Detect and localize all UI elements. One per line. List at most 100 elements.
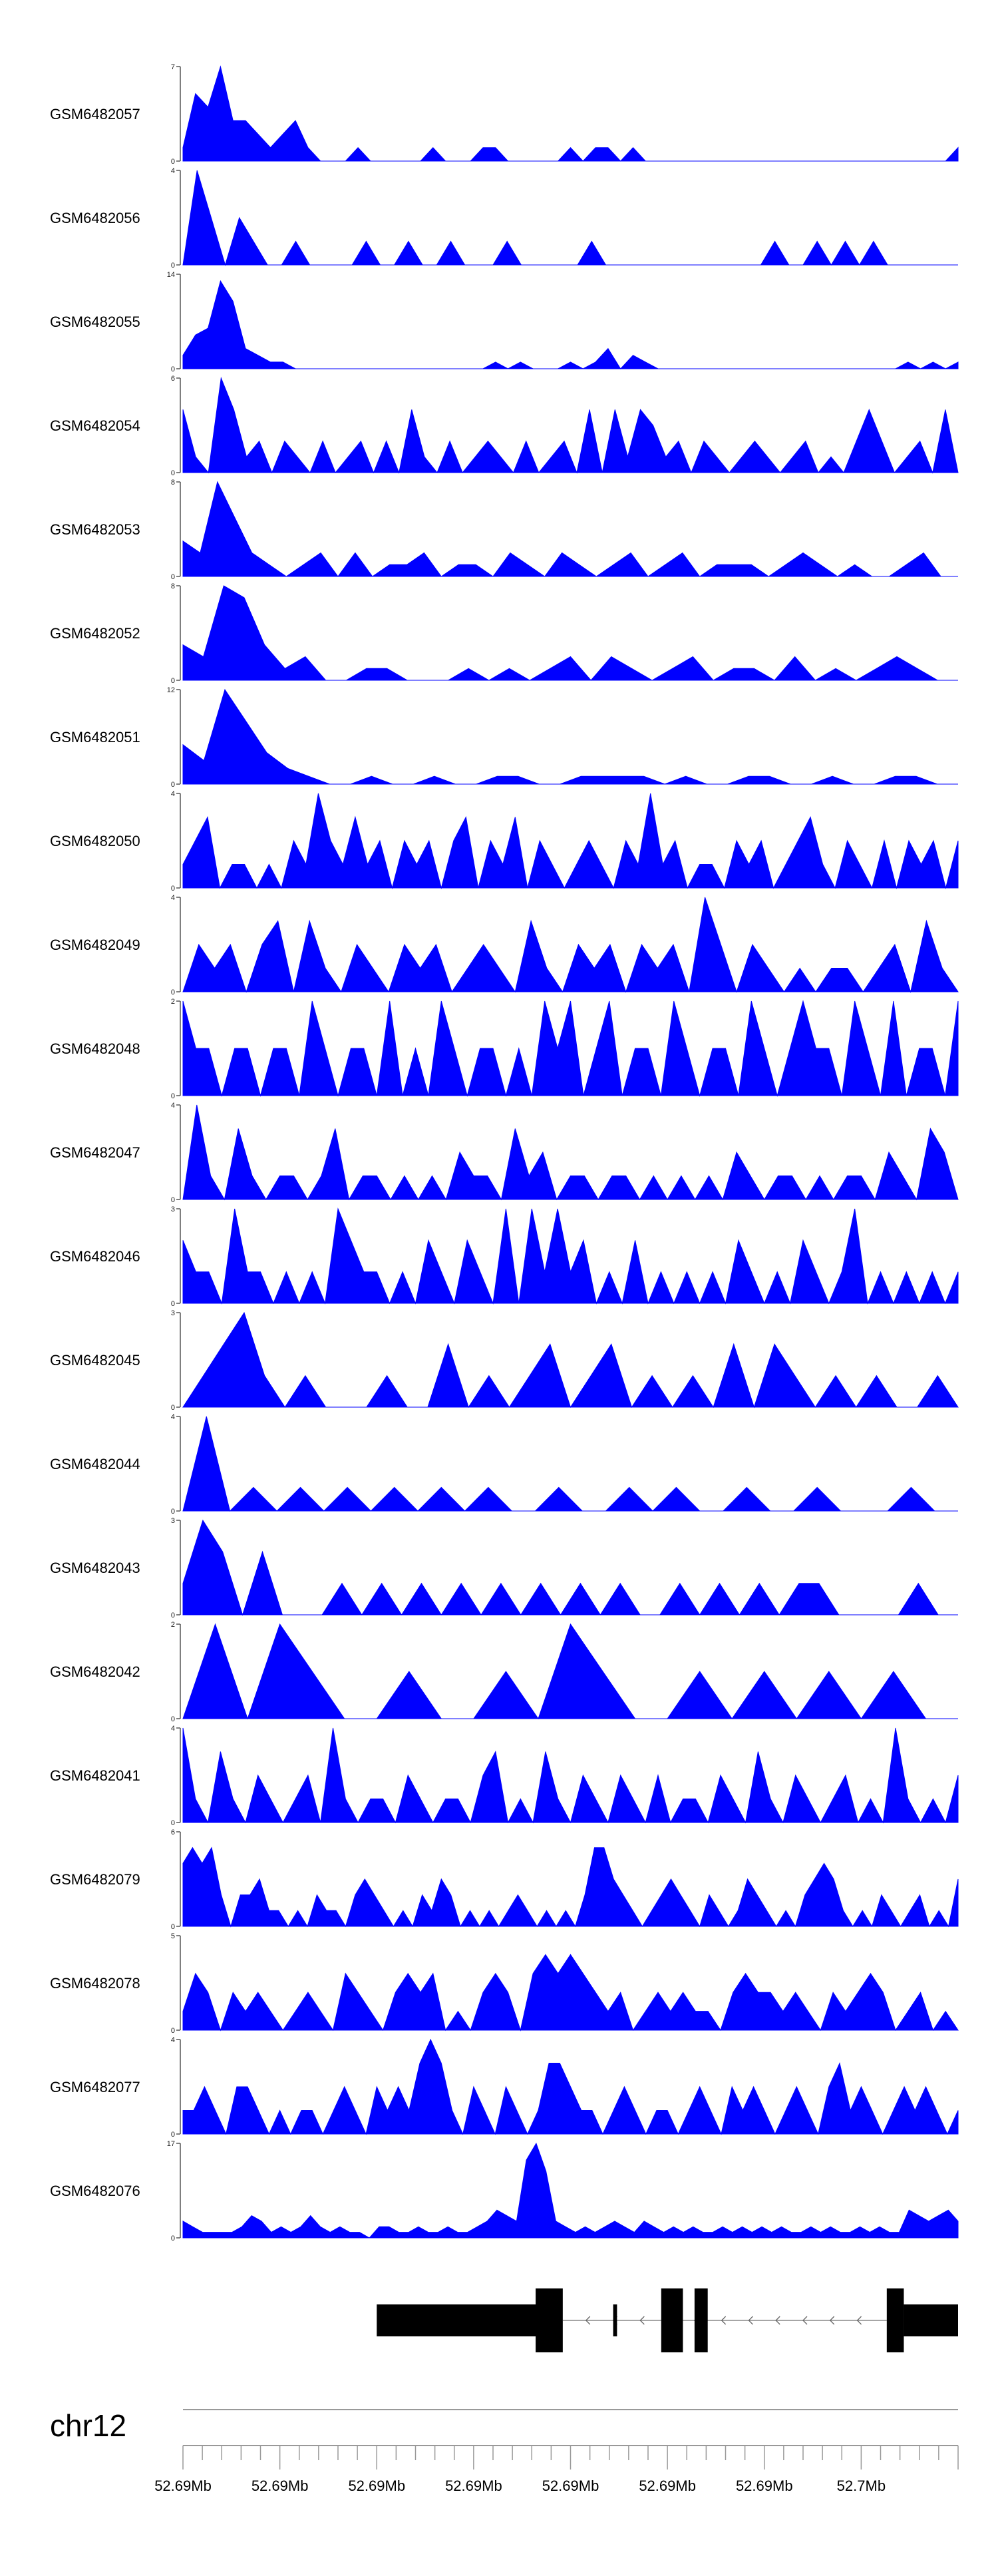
y-tick-label-zero: 0 bbox=[171, 158, 175, 166]
y-tick-label-max: 4 bbox=[171, 790, 175, 798]
utr-exon bbox=[613, 2304, 617, 2336]
coverage-area bbox=[182, 377, 959, 474]
coverage-area bbox=[182, 280, 959, 369]
y-tick-label-zero: 0 bbox=[171, 262, 175, 270]
strand-arrow bbox=[639, 2316, 645, 2325]
gene-model-track bbox=[377, 2288, 958, 2352]
track-label: GSM6482076 bbox=[50, 2183, 140, 2199]
track-GSM6482057: GSM6482057 7 0 bbox=[50, 63, 959, 166]
track-GSM6482052: GSM6482052 8 0 bbox=[50, 582, 958, 685]
utr-exon bbox=[377, 2304, 544, 2336]
y-tick-label-zero: 0 bbox=[171, 2131, 175, 2139]
axis-tick-label: 52.69Mb bbox=[154, 2477, 212, 2494]
track-label: GSM6482044 bbox=[50, 1456, 140, 1472]
y-tick-label-max: 3 bbox=[171, 1205, 175, 1213]
coverage-area bbox=[182, 585, 958, 681]
y-tick-label-max: 17 bbox=[167, 2140, 175, 2148]
coverage-area bbox=[182, 688, 958, 785]
track-GSM6482047: GSM6482047 4 0 bbox=[50, 1102, 959, 1204]
track-GSM6482053: GSM6482053 8 0 bbox=[50, 479, 958, 581]
coverage-area bbox=[182, 2038, 959, 2135]
track-label: GSM6482046 bbox=[50, 1248, 140, 1265]
y-tick-label-max: 8 bbox=[171, 582, 175, 590]
track-label: GSM6482047 bbox=[50, 1144, 140, 1161]
track-label: GSM6482056 bbox=[50, 210, 140, 226]
track-GSM6482044: GSM6482044 4 0 bbox=[50, 1413, 958, 1516]
track-GSM6482078: GSM6482078 5 0 bbox=[50, 1932, 959, 2035]
strand-arrow bbox=[856, 2316, 862, 2325]
coverage-area bbox=[182, 1207, 959, 1305]
y-tick-label-zero: 0 bbox=[171, 365, 175, 373]
track-GSM6482042: GSM6482042 2 0 bbox=[50, 1621, 958, 1723]
coverage-area bbox=[182, 1846, 959, 1928]
y-tick-label-zero: 0 bbox=[171, 2027, 175, 2035]
genome-axis: chr12 52.69Mb 52.69Mb 52.69Mb 52.69Mb 52.69Mb… bbox=[50, 2408, 959, 2494]
track-GSM6482051: GSM6482051 12 0 bbox=[50, 686, 958, 789]
y-tick-label-zero: 0 bbox=[171, 469, 175, 477]
track-label: GSM6482057 bbox=[50, 106, 140, 122]
track-label: GSM6482055 bbox=[50, 314, 140, 330]
y-tick-label-max: 3 bbox=[171, 1309, 175, 1317]
y-tick-label-max: 12 bbox=[167, 686, 175, 694]
coding-exon bbox=[536, 2288, 563, 2352]
coverage-area bbox=[182, 1954, 959, 2032]
y-tick-label-zero: 0 bbox=[171, 1819, 175, 1827]
utr-exon bbox=[904, 2304, 958, 2336]
track-GSM6482056: GSM6482056 4 0 bbox=[50, 167, 958, 270]
y-tick-label-zero: 0 bbox=[171, 885, 175, 893]
coverage-area bbox=[182, 793, 959, 889]
axis-tick-label: 52.69Mb bbox=[348, 2477, 405, 2494]
y-tick-label-max: 2 bbox=[171, 998, 175, 1006]
y-tick-label-zero: 0 bbox=[171, 1092, 175, 1100]
strand-arrow bbox=[585, 2316, 591, 2325]
track-GSM6482049: GSM6482049 4 0 bbox=[50, 894, 959, 996]
axis-tick-label: 52.69Mb bbox=[639, 2477, 696, 2494]
y-tick-label-zero: 0 bbox=[171, 1404, 175, 1412]
coverage-area bbox=[182, 1311, 959, 1408]
track-label: GSM6482045 bbox=[50, 1352, 140, 1369]
y-tick-label-max: 2 bbox=[171, 1621, 175, 1629]
track-GSM6482055: GSM6482055 14 0 bbox=[50, 271, 959, 373]
y-tick-label-max: 6 bbox=[171, 1828, 175, 1836]
track-GSM6482077: GSM6482077 4 0 bbox=[50, 2036, 959, 2139]
coverage-area bbox=[182, 65, 959, 162]
y-tick-label-zero: 0 bbox=[171, 1715, 175, 1723]
track-label: GSM6482077 bbox=[50, 2079, 140, 2095]
coding-exon bbox=[694, 2288, 708, 2352]
y-tick-label-max: 4 bbox=[171, 2036, 175, 2044]
y-tick-label-max: 4 bbox=[171, 1725, 175, 1733]
coverage-area bbox=[182, 1000, 959, 1097]
coverage-area bbox=[182, 170, 958, 266]
strand-arrow bbox=[829, 2316, 835, 2325]
y-tick-label-zero: 0 bbox=[171, 1923, 175, 1931]
track-label: GSM6482048 bbox=[50, 1040, 140, 1057]
y-tick-label-max: 5 bbox=[171, 1932, 175, 1940]
track-GSM6482046: GSM6482046 3 0 bbox=[50, 1205, 959, 1308]
y-tick-label-zero: 0 bbox=[171, 1611, 175, 1619]
y-tick-label-zero: 0 bbox=[171, 1300, 175, 1308]
track-label: GSM6482054 bbox=[50, 417, 140, 434]
strand-arrow bbox=[775, 2316, 780, 2325]
y-tick-label-max: 3 bbox=[171, 1517, 175, 1525]
y-tick-label-zero: 0 bbox=[171, 2235, 175, 2243]
y-tick-label-max: 14 bbox=[167, 271, 175, 279]
track-label: GSM6482051 bbox=[50, 729, 140, 746]
y-tick-label-max: 4 bbox=[171, 167, 175, 175]
track-GSM6482048: GSM6482048 2 0 bbox=[50, 998, 959, 1100]
strand-arrow bbox=[748, 2316, 753, 2325]
coverage-area bbox=[182, 1727, 959, 1824]
axis-tick-label: 52.69Mb bbox=[251, 2477, 309, 2494]
y-tick-label-zero: 0 bbox=[171, 1196, 175, 1204]
track-label: GSM6482053 bbox=[50, 521, 140, 538]
coverage-area bbox=[182, 481, 958, 577]
y-tick-label-zero: 0 bbox=[171, 988, 175, 996]
track-GSM6482054: GSM6482054 6 0 bbox=[50, 375, 959, 477]
y-tick-label-zero: 0 bbox=[171, 677, 175, 685]
track-GSM6482079: GSM6482079 6 0 bbox=[50, 1828, 959, 1931]
y-tick-label-max: 4 bbox=[171, 1413, 175, 1421]
track-label: GSM6482042 bbox=[50, 1663, 140, 1680]
coverage-area bbox=[182, 2142, 959, 2239]
track-GSM6482076: GSM6482076 17 0 bbox=[50, 2140, 959, 2243]
y-tick-label-max: 8 bbox=[171, 479, 175, 487]
